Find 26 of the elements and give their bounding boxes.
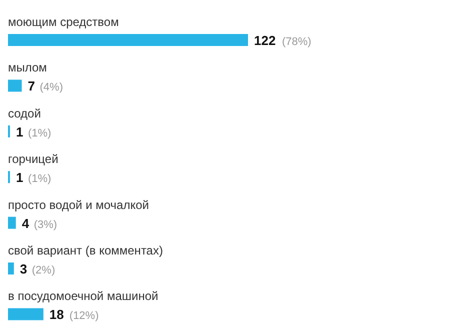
annotation: (2%) — [32, 264, 56, 276]
y-tick-label: просто водой и мочалкой — [8, 198, 149, 212]
y-tick-label: содой — [8, 106, 41, 120]
annotation: (1%) — [28, 173, 52, 186]
data-label: 4 — [22, 216, 30, 231]
bar — [8, 34, 248, 46]
data-label: 18 — [49, 307, 64, 322]
bar — [8, 216, 16, 229]
annotation: (3%) — [34, 218, 58, 231]
annotation: (1%) — [28, 127, 52, 140]
annotation: (4%) — [40, 82, 64, 94]
annotation: (12%) — [69, 310, 99, 322]
y-tick-label: горчицей — [8, 152, 58, 166]
bar — [8, 80, 22, 92]
text: (78%) — [282, 36, 312, 48]
bar — [8, 308, 44, 320]
data-label: 7 — [28, 78, 36, 94]
data-label: 1 — [16, 124, 24, 140]
y-tick-label: мылом — [8, 60, 47, 75]
y-tick-label: моющим средством — [8, 15, 119, 29]
y-tick-label: в посудомоечной машиной — [8, 289, 158, 304]
bar — [8, 262, 14, 274]
y-tick-label: свой вариант (в комментах) — [8, 244, 163, 258]
data-label: 1 — [16, 170, 24, 186]
data-label: 3 — [20, 262, 28, 276]
data-label: 122 — [254, 33, 276, 48]
